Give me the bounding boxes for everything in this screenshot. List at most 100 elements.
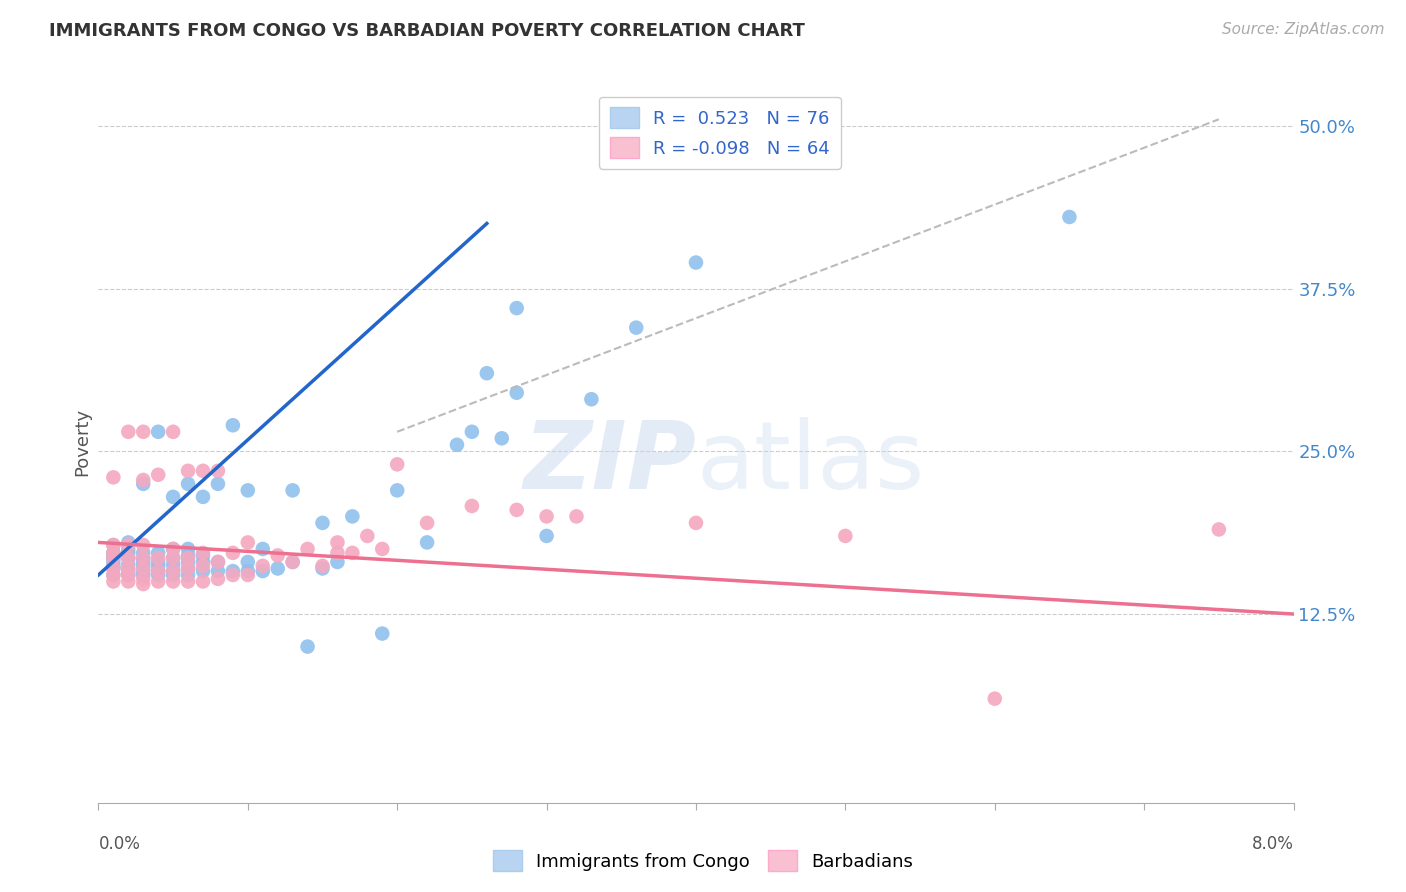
Point [252, 541, 274, 556]
Point [117, 564, 139, 578]
Point [191, 546, 214, 560]
Point [103, 551, 125, 566]
Point [132, 476, 155, 491]
Point [162, 564, 184, 578]
Point [236, 568, 259, 582]
Point [191, 574, 214, 589]
Point [132, 546, 155, 560]
Point [1208, 523, 1230, 537]
Point [148, 558, 170, 573]
Point [117, 558, 139, 572]
Point [132, 425, 155, 439]
Point [148, 425, 170, 439]
Point [162, 541, 184, 556]
Point [132, 558, 155, 573]
Point [103, 538, 125, 552]
Point [132, 538, 155, 552]
Point [222, 546, 245, 560]
Point [536, 509, 558, 524]
Point [103, 551, 125, 566]
Point [132, 555, 155, 569]
Point [475, 366, 498, 380]
Point [177, 464, 200, 478]
Point [252, 558, 274, 573]
Point [311, 516, 333, 530]
Point [267, 549, 290, 563]
Point [162, 558, 184, 572]
Point [132, 561, 155, 575]
Point [162, 490, 184, 504]
Legend: R =  0.523   N = 76, R = -0.098   N = 64: R = 0.523 N = 76, R = -0.098 N = 64 [599, 96, 841, 169]
Point [311, 558, 333, 573]
Point [117, 561, 139, 575]
Point [103, 558, 125, 573]
Point [103, 555, 125, 569]
Point [148, 467, 170, 482]
Y-axis label: Poverty: Poverty [73, 408, 91, 475]
Point [311, 561, 333, 575]
Point [581, 392, 603, 407]
Point [371, 626, 394, 640]
Point [177, 574, 200, 589]
Point [685, 255, 707, 269]
Point [117, 568, 139, 582]
Point [491, 431, 513, 445]
Point [281, 555, 304, 569]
Point [207, 464, 229, 478]
Point [177, 476, 200, 491]
Point [506, 503, 529, 517]
Point [207, 476, 229, 491]
Point [177, 561, 200, 575]
Point [252, 564, 274, 578]
Point [132, 568, 155, 582]
Point [461, 425, 484, 439]
Point [132, 577, 155, 591]
Point [236, 535, 259, 549]
Point [326, 535, 349, 549]
Point [132, 572, 155, 586]
Point [461, 499, 484, 513]
Point [117, 541, 139, 556]
Point [132, 551, 155, 566]
Point [177, 568, 200, 582]
Point [207, 572, 229, 586]
Point [371, 541, 394, 556]
Point [162, 551, 184, 566]
Point [177, 551, 200, 566]
Point [191, 490, 214, 504]
Point [103, 546, 125, 560]
Point [506, 385, 529, 400]
Point [132, 473, 155, 487]
Point [177, 549, 200, 563]
Point [385, 458, 409, 472]
Point [177, 541, 200, 556]
Point [1059, 210, 1081, 224]
Point [267, 561, 290, 575]
Point [162, 564, 184, 578]
Text: 0.0%: 0.0% [98, 835, 141, 854]
Point [342, 546, 364, 560]
Point [148, 564, 170, 578]
Point [326, 555, 349, 569]
Point [117, 574, 139, 589]
Point [565, 509, 588, 524]
Point [103, 568, 125, 582]
Point [117, 425, 139, 439]
Point [132, 564, 155, 578]
Point [132, 551, 155, 566]
Point [162, 568, 184, 582]
Point [222, 564, 245, 578]
Point [148, 546, 170, 560]
Point [177, 561, 200, 575]
Point [281, 483, 304, 498]
Text: Source: ZipAtlas.com: Source: ZipAtlas.com [1222, 22, 1385, 37]
Point [236, 555, 259, 569]
Point [536, 529, 558, 543]
Point [191, 555, 214, 569]
Point [356, 529, 378, 543]
Point [984, 691, 1007, 706]
Point [148, 568, 170, 582]
Point [207, 555, 229, 569]
Point [385, 483, 409, 498]
Point [222, 418, 245, 433]
